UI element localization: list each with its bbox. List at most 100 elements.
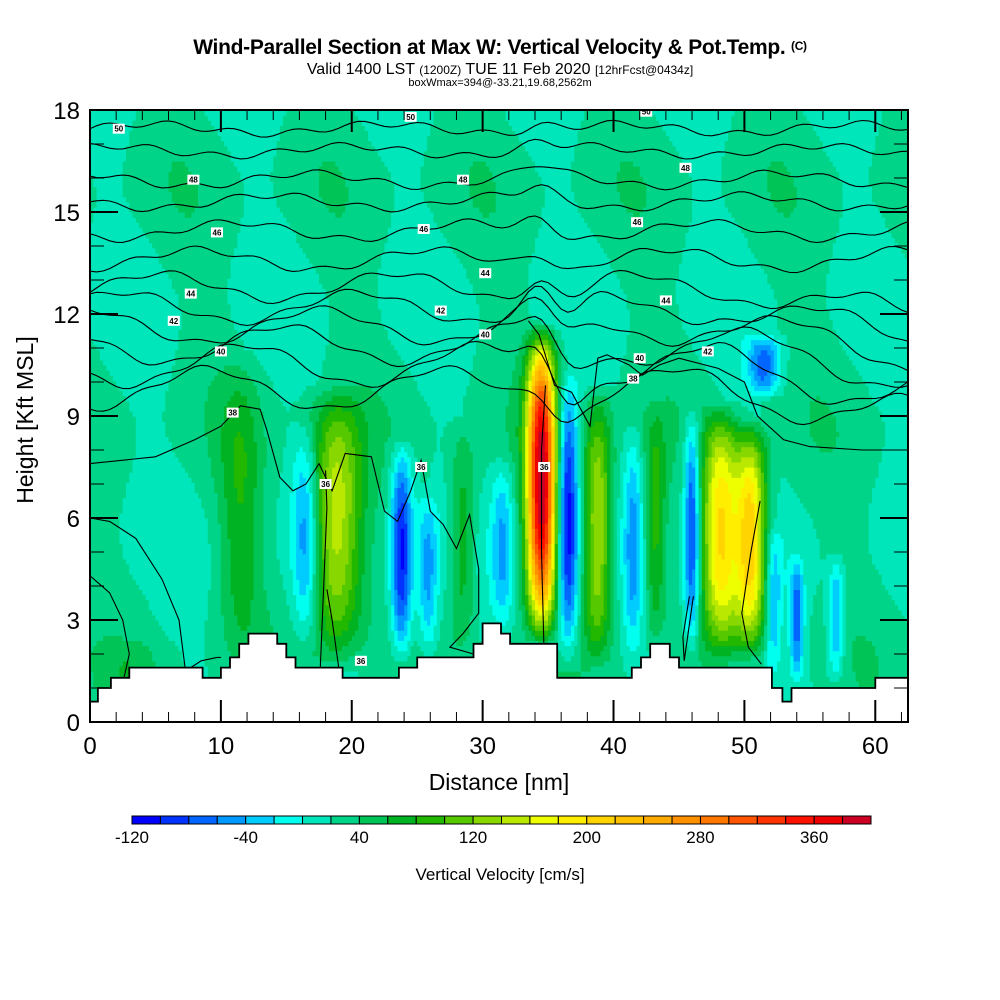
vv-cell <box>155 115 160 121</box>
vv-cell <box>119 390 124 397</box>
vv-cell <box>158 416 163 422</box>
vv-cell <box>122 354 127 361</box>
vv-cell <box>152 604 157 611</box>
vv-cell <box>109 446 114 453</box>
vv-cell <box>122 523 127 529</box>
vv-cell <box>129 477 134 483</box>
vv-cell <box>142 130 147 137</box>
vv-cell <box>90 569 94 575</box>
vv-cell <box>155 155 160 162</box>
vv-cell <box>155 553 160 560</box>
vv-cell <box>106 502 111 509</box>
vv-cell <box>148 650 153 657</box>
vv-cell <box>122 441 127 448</box>
vv-cell <box>132 293 137 300</box>
vv-cell <box>135 472 140 478</box>
vv-cell <box>152 242 157 249</box>
vv-cell <box>109 390 114 397</box>
vv-cell <box>158 538 163 545</box>
vv-cell <box>103 125 107 131</box>
vv-cell <box>165 584 170 590</box>
vv-cell <box>119 660 124 667</box>
vv-cell <box>135 441 140 448</box>
vv-cell <box>116 176 121 182</box>
vv-cell <box>155 176 160 182</box>
vv-cell <box>142 181 147 188</box>
vv-cell <box>119 349 124 356</box>
vv-cell <box>139 212 143 218</box>
vv-cell <box>93 242 98 249</box>
vv-cell <box>125 212 130 218</box>
vv-cell <box>99 150 104 157</box>
vv-cell <box>106 492 111 499</box>
vv-cell <box>119 237 124 244</box>
vv-cell <box>112 553 117 560</box>
vv-cell <box>165 390 170 397</box>
vv-cell <box>99 569 104 575</box>
vv-cell <box>103 186 107 193</box>
vv-cell <box>125 630 130 636</box>
vv-cell <box>109 558 114 565</box>
vv-cell <box>103 543 107 550</box>
vv-cell <box>135 125 140 131</box>
vv-cell <box>93 354 98 361</box>
vv-cell <box>145 630 150 636</box>
vv-cell <box>161 482 166 488</box>
vv-cell <box>168 278 173 284</box>
vv-cell <box>165 410 170 417</box>
vv-cell <box>125 594 130 601</box>
vv-cell <box>119 298 124 305</box>
vv-cell <box>99 431 104 437</box>
vv-cell <box>145 120 150 126</box>
vv-cell <box>165 395 170 402</box>
vv-cell <box>165 625 170 631</box>
vv-cell <box>168 257 173 264</box>
vv-cell <box>168 655 173 662</box>
vv-cell <box>132 385 137 392</box>
vv-cell <box>96 507 101 514</box>
vv-cell <box>96 181 101 188</box>
vv-cell <box>152 660 157 667</box>
vv-cell <box>168 339 173 346</box>
vv-cell <box>165 645 170 652</box>
vv-cell <box>171 288 176 295</box>
vv-cell <box>119 334 124 341</box>
vv-cell <box>135 339 140 346</box>
vv-cell <box>125 518 130 524</box>
vv-cell <box>129 502 134 509</box>
vv-cell <box>125 191 130 198</box>
vv-cell <box>96 645 101 652</box>
vv-cell <box>165 635 170 641</box>
vv-cell <box>106 477 111 483</box>
vv-cell <box>158 477 163 483</box>
vv-cell <box>122 472 127 478</box>
vv-cell <box>119 252 124 259</box>
vv-cell <box>106 594 111 601</box>
vv-cell <box>125 497 130 504</box>
vv-cell <box>103 681 107 687</box>
vv-cell <box>129 365 134 371</box>
vv-cell <box>145 650 150 657</box>
vv-cell <box>139 553 143 560</box>
vv-cell <box>132 166 137 172</box>
vv-cell <box>148 385 153 392</box>
vv-cell <box>116 273 121 279</box>
vv-cell <box>119 421 124 427</box>
vv-cell <box>90 237 94 244</box>
vv-cell <box>103 130 107 137</box>
vv-cell <box>135 655 140 662</box>
vv-cell <box>148 645 153 652</box>
vv-cell <box>139 410 143 417</box>
vv-cell <box>99 222 104 228</box>
vv-cell <box>155 171 160 177</box>
vv-cell <box>135 523 140 529</box>
vv-cell <box>139 130 143 137</box>
vv-cell <box>171 599 176 606</box>
vv-cell <box>99 405 104 412</box>
vv-cell <box>165 640 170 647</box>
vv-cell <box>112 206 117 213</box>
vv-cell <box>99 472 104 478</box>
vv-cell <box>142 171 147 177</box>
vv-cell <box>103 298 107 305</box>
vv-cell <box>161 497 166 504</box>
